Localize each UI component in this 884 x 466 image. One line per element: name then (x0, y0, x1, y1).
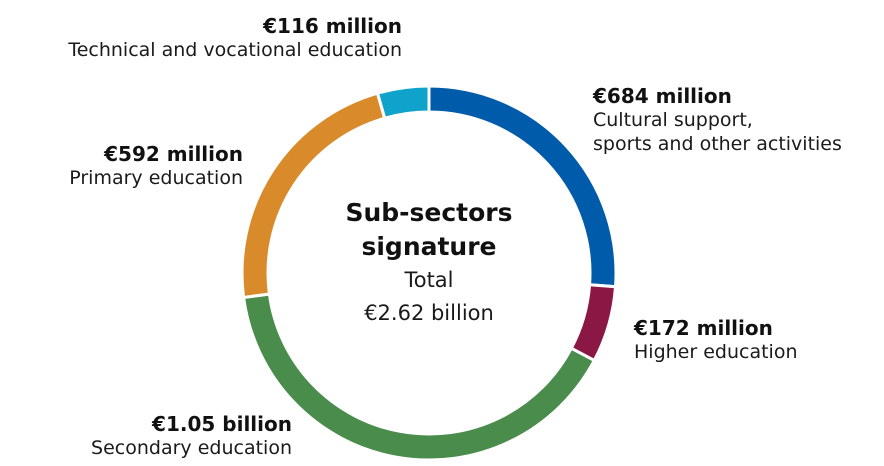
segment-label: €116 million Technical and vocational edu… (68, 14, 402, 62)
segment-label: €684 million Cultural support, sports and… (593, 84, 842, 156)
category-label: Primary education (69, 167, 243, 189)
value-label: €172 million (634, 316, 773, 340)
donut-segment (569, 283, 618, 363)
total-label: €2.62 billion (364, 301, 494, 325)
segment-label: €172 million Higher education (634, 316, 798, 364)
value-label: €1.05 billion (152, 412, 292, 436)
segment-label: €1.05 billion Secondary education (91, 412, 292, 460)
value-label: €592 million (104, 142, 243, 166)
value-label: €684 million (593, 84, 732, 108)
value-label: €116 million (263, 14, 402, 38)
subtitle: Total (404, 268, 454, 292)
category-label: Secondary education (91, 437, 292, 459)
center-label: Sub-sectors signature Total €2.62 billio… (329, 196, 529, 330)
segment-label: €592 million Primary education (69, 142, 243, 190)
category-label: Cultural support, sports and other activ… (593, 109, 842, 155)
category-label: Technical and vocational education (68, 39, 402, 61)
category-label: Higher education (634, 341, 798, 363)
donut-segment (375, 84, 431, 121)
chart-title: Sub-sectors signature (345, 198, 513, 261)
